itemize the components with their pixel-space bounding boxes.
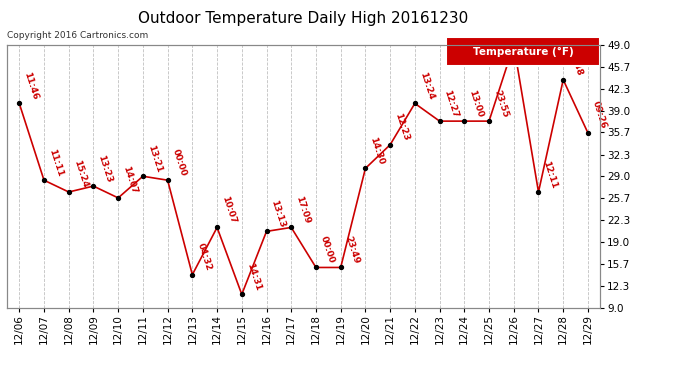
Point xyxy=(558,77,569,83)
Point xyxy=(434,118,445,124)
Point xyxy=(533,189,544,195)
Point xyxy=(582,130,593,136)
Text: 12:23: 12:23 xyxy=(393,112,411,142)
Point xyxy=(187,272,198,278)
Point xyxy=(112,195,124,201)
Text: Copyright 2016 Cartronics.com: Copyright 2016 Cartronics.com xyxy=(7,31,148,40)
Text: 14:07: 14:07 xyxy=(121,165,139,195)
Text: 11:11: 11:11 xyxy=(47,147,64,178)
Text: 12:48: 12:48 xyxy=(566,47,584,77)
Text: 23:55: 23:55 xyxy=(492,88,509,118)
Text: 10:07: 10:07 xyxy=(220,195,237,225)
Point xyxy=(137,173,148,179)
Point xyxy=(236,291,247,297)
Text: 17:09: 17:09 xyxy=(294,195,312,225)
Text: 00:00: 00:00 xyxy=(319,236,336,265)
Point xyxy=(310,264,322,270)
Text: 11:46: 11:46 xyxy=(22,70,39,101)
Point xyxy=(484,118,495,124)
Point xyxy=(459,118,470,124)
Point xyxy=(63,189,75,195)
Text: 09:26: 09:26 xyxy=(591,100,609,130)
Text: 13:21: 13:21 xyxy=(146,144,164,174)
Point xyxy=(261,228,272,234)
Text: 00:00: 00:00 xyxy=(170,148,188,178)
Point xyxy=(212,224,223,230)
Text: 04:32: 04:32 xyxy=(195,242,213,272)
Point xyxy=(286,224,297,230)
Point xyxy=(384,142,395,148)
Text: 23:49: 23:49 xyxy=(344,235,361,265)
Point xyxy=(409,100,420,106)
Text: 13:13: 13:13 xyxy=(270,199,287,229)
Point xyxy=(360,165,371,171)
Text: 14:30: 14:30 xyxy=(368,136,386,166)
Point xyxy=(88,183,99,189)
Text: 13:23: 13:23 xyxy=(97,153,114,183)
Text: 12:11: 12:11 xyxy=(542,159,559,189)
Text: 13:24: 13:24 xyxy=(418,70,435,101)
Text: Outdoor Temperature Daily High 20161230: Outdoor Temperature Daily High 20161230 xyxy=(139,11,469,26)
Point xyxy=(39,177,50,183)
Point xyxy=(14,100,25,106)
Text: 13:00: 13:00 xyxy=(467,89,484,118)
Text: 14:31: 14:31 xyxy=(245,262,262,292)
Text: 12:27: 12:27 xyxy=(442,88,460,118)
Point xyxy=(335,264,346,270)
Point xyxy=(509,42,520,48)
Point xyxy=(162,177,173,183)
Text: 15:24: 15:24 xyxy=(72,159,89,189)
